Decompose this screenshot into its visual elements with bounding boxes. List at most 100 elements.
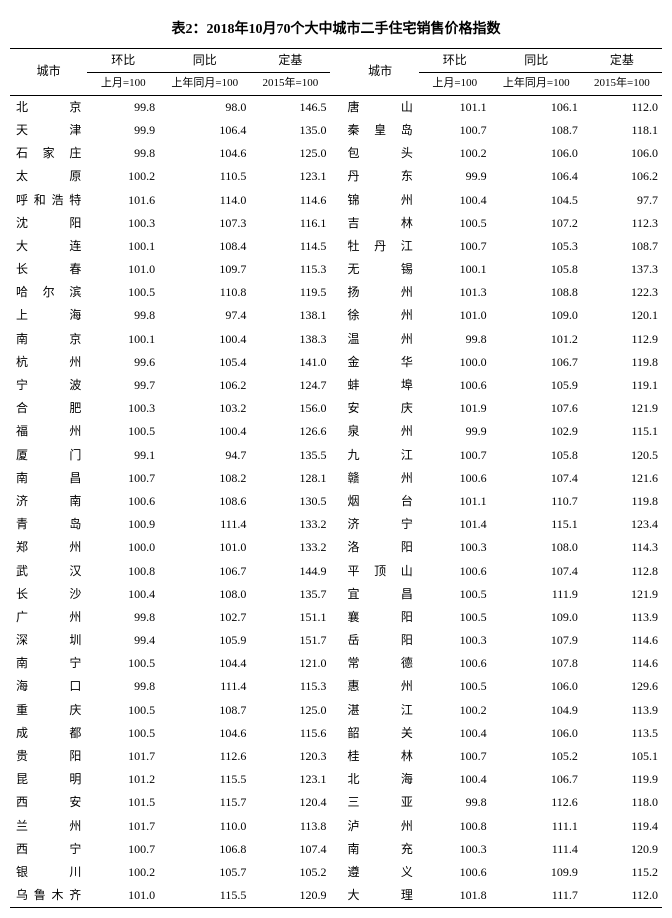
city-cell: 常德 — [341, 652, 418, 675]
city-cell: 广州 — [10, 606, 87, 629]
value-cell: 110.5 — [159, 165, 250, 188]
value-cell: 112.8 — [582, 560, 662, 583]
city-cell: 乌鲁木齐 — [10, 884, 87, 908]
value-cell: 97.7 — [582, 189, 662, 212]
table-row: 乌鲁木齐101.0115.5120.9大理101.8111.7112.0 — [10, 884, 662, 908]
value-cell: 100.8 — [419, 815, 491, 838]
value-cell: 98.0 — [159, 95, 250, 119]
value-cell: 119.1 — [582, 374, 662, 397]
value-cell: 135.7 — [250, 583, 330, 606]
table-caption: 表2：2018年10月70个大中城市二手住宅销售价格指数 — [10, 10, 662, 48]
value-cell: 99.8 — [87, 304, 159, 327]
value-cell: 106.7 — [491, 351, 582, 374]
value-cell: 106.4 — [491, 165, 582, 188]
value-cell: 100.8 — [87, 560, 159, 583]
value-cell: 105.8 — [491, 258, 582, 281]
table-row: 大连100.1108.4114.5牡丹江100.7105.3108.7 — [10, 235, 662, 258]
city-cell: 湛江 — [341, 699, 418, 722]
value-cell: 135.0 — [250, 119, 330, 142]
table-row: 呼和浩特101.6114.0114.6锦州100.4104.597.7 — [10, 189, 662, 212]
value-cell: 100.5 — [87, 699, 159, 722]
value-cell: 100.4 — [159, 420, 250, 443]
table-row: 济南100.6108.6130.5烟台101.1110.7119.8 — [10, 490, 662, 513]
value-cell: 104.9 — [491, 699, 582, 722]
city-cell: 牡丹江 — [341, 235, 418, 258]
value-cell: 100.5 — [87, 420, 159, 443]
value-cell: 101.4 — [419, 513, 491, 536]
value-cell: 111.4 — [159, 675, 250, 698]
value-cell: 108.2 — [159, 467, 250, 490]
value-cell: 126.6 — [250, 420, 330, 443]
value-cell: 112.0 — [582, 884, 662, 908]
table-row: 合肥100.3103.2156.0安庆101.9107.6121.9 — [10, 397, 662, 420]
value-cell: 106.0 — [491, 142, 582, 165]
value-cell: 109.9 — [491, 861, 582, 884]
city-cell: 厦门 — [10, 444, 87, 467]
value-cell: 113.5 — [582, 722, 662, 745]
value-cell: 108.6 — [159, 490, 250, 513]
table-row: 上海99.897.4138.1徐州101.0109.0120.1 — [10, 304, 662, 327]
city-cell: 太原 — [10, 165, 87, 188]
city-cell: 唐山 — [341, 95, 418, 119]
value-cell: 123.1 — [250, 768, 330, 791]
city-cell: 哈尔滨 — [10, 281, 87, 304]
table-row: 成都100.5104.6115.6韶关100.4106.0113.5 — [10, 722, 662, 745]
city-cell: 温州 — [341, 328, 418, 351]
city-cell: 南宁 — [10, 652, 87, 675]
value-cell: 107.9 — [491, 629, 582, 652]
hdr-mom-right: 环比 — [419, 49, 491, 73]
value-cell: 105.2 — [491, 745, 582, 768]
city-cell: 北海 — [341, 768, 418, 791]
value-cell: 110.7 — [491, 490, 582, 513]
city-cell: 南昌 — [10, 467, 87, 490]
value-cell: 100.5 — [87, 722, 159, 745]
table-row: 西宁100.7106.8107.4南充100.3111.4120.9 — [10, 838, 662, 861]
value-cell: 106.0 — [491, 675, 582, 698]
value-cell: 105.7 — [159, 861, 250, 884]
value-cell: 119.8 — [582, 351, 662, 374]
value-cell: 111.1 — [491, 815, 582, 838]
value-cell: 101.5 — [87, 791, 159, 814]
city-cell: 合肥 — [10, 397, 87, 420]
value-cell: 100.6 — [87, 490, 159, 513]
value-cell: 106.2 — [159, 374, 250, 397]
city-cell: 西宁 — [10, 838, 87, 861]
city-cell: 西安 — [10, 791, 87, 814]
value-cell: 125.0 — [250, 699, 330, 722]
value-cell: 112.6 — [491, 791, 582, 814]
city-cell: 泸州 — [341, 815, 418, 838]
value-cell: 103.2 — [159, 397, 250, 420]
value-cell: 100.7 — [87, 467, 159, 490]
sub-yoy-left: 上年同月=100 — [159, 73, 250, 96]
city-cell: 银川 — [10, 861, 87, 884]
value-cell: 99.8 — [87, 606, 159, 629]
city-cell: 桂林 — [341, 745, 418, 768]
value-cell: 151.7 — [250, 629, 330, 652]
value-cell: 114.6 — [582, 652, 662, 675]
table-row: 沈阳100.3107.3116.1吉林100.5107.2112.3 — [10, 212, 662, 235]
city-cell: 遵义 — [341, 861, 418, 884]
city-cell: 青岛 — [10, 513, 87, 536]
table-row: 银川100.2105.7105.2遵义100.6109.9115.2 — [10, 861, 662, 884]
value-cell: 101.0 — [159, 536, 250, 559]
value-cell: 119.4 — [582, 815, 662, 838]
value-cell: 115.1 — [491, 513, 582, 536]
value-cell: 120.1 — [582, 304, 662, 327]
value-cell: 100.7 — [419, 444, 491, 467]
value-cell: 137.3 — [582, 258, 662, 281]
city-cell: 丹东 — [341, 165, 418, 188]
value-cell: 100.4 — [87, 583, 159, 606]
city-cell: 吉林 — [341, 212, 418, 235]
value-cell: 101.0 — [419, 304, 491, 327]
value-cell: 100.3 — [419, 629, 491, 652]
value-cell: 107.3 — [159, 212, 250, 235]
value-cell: 101.8 — [419, 884, 491, 908]
value-cell: 128.1 — [250, 467, 330, 490]
city-cell: 韶关 — [341, 722, 418, 745]
city-cell: 呼和浩特 — [10, 189, 87, 212]
table-row: 长春101.0109.7115.3无锡100.1105.8137.3 — [10, 258, 662, 281]
hdr-city-right: 城市 — [341, 49, 418, 96]
city-cell: 大理 — [341, 884, 418, 908]
city-cell: 宜昌 — [341, 583, 418, 606]
value-cell: 115.5 — [159, 768, 250, 791]
